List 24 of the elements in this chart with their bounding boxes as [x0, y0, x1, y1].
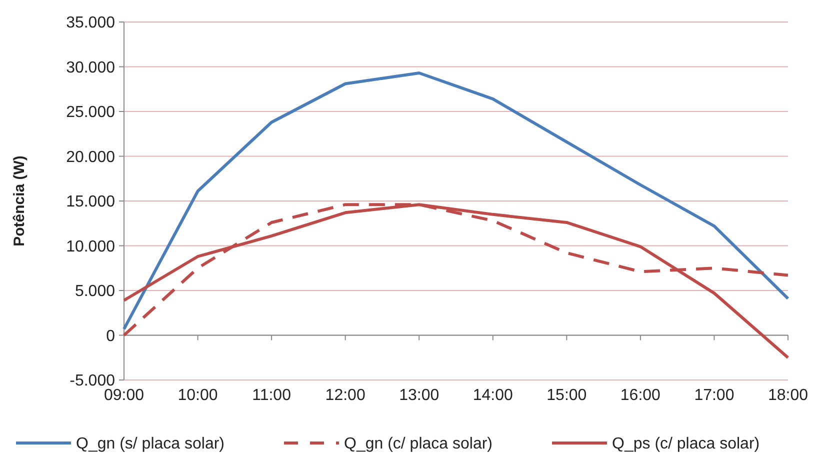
y-tick-label: 35.000	[66, 14, 116, 32]
x-tick-label: 13:00	[399, 387, 440, 404]
legend-label: Q_ps (c/ placa solar)	[612, 436, 760, 453]
x-tick-label: 11:00	[252, 387, 292, 404]
x-tick-label: 15:00	[546, 387, 587, 404]
y-tick-label: 15.000	[66, 194, 116, 211]
x-tick-label: 18:00	[768, 387, 808, 404]
x-tick-label: 16:00	[620, 387, 661, 404]
x-tick-label: 10:00	[178, 387, 218, 404]
y-tick-label: -5.000	[70, 372, 116, 390]
x-tick-label: 09:00	[104, 387, 144, 404]
legend-label: Q_gn (s/ placa solar)	[76, 436, 225, 453]
y-tick-label: 30.000	[66, 59, 116, 76]
x-tick-label: 17:00	[694, 387, 734, 404]
y-tick-label: 25.000	[66, 104, 116, 122]
x-tick-label: 14:00	[472, 387, 514, 404]
y-tick-label: 10.000	[66, 238, 116, 256]
legend-label: Q_gn (c/ placa solar)	[344, 436, 493, 453]
y-tick-label: 0	[106, 328, 116, 345]
y-tick-label: 20.000	[66, 148, 116, 166]
y-tick-label: 5.000	[74, 283, 116, 300]
line-series	[122, 72, 790, 330]
x-tick-label: 12:00	[325, 387, 366, 404]
y-axis-title: Potência (W)	[11, 156, 28, 246]
